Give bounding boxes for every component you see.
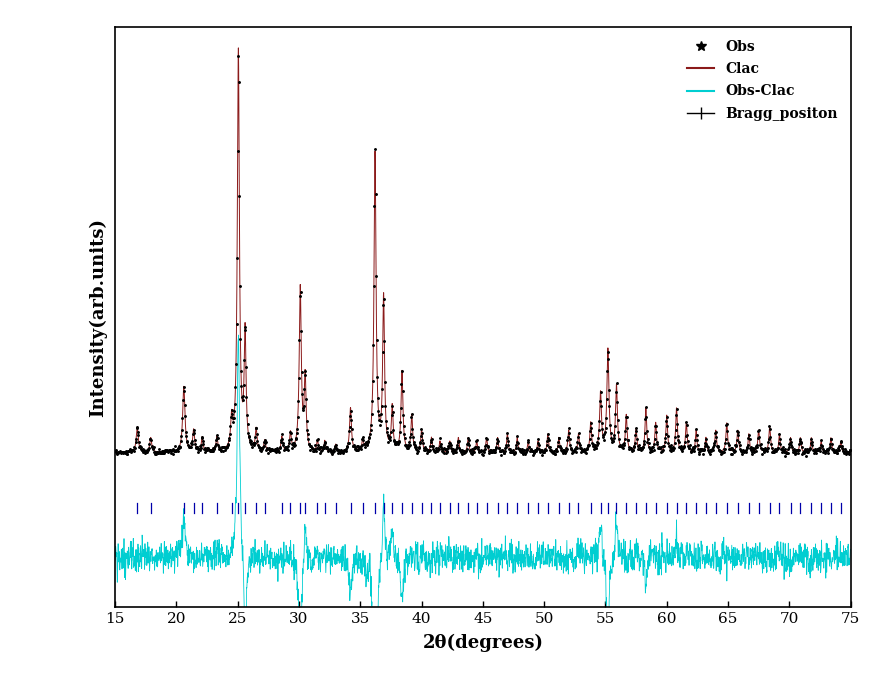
X-axis label: 2θ(degrees): 2θ(degrees) [423,634,543,653]
Legend: Obs, Clac, Obs-Clac, Bragg_positon: Obs, Clac, Obs-Clac, Bragg_positon [681,34,843,126]
Y-axis label: Intensity(arb.units): Intensity(arb.units) [89,218,107,417]
